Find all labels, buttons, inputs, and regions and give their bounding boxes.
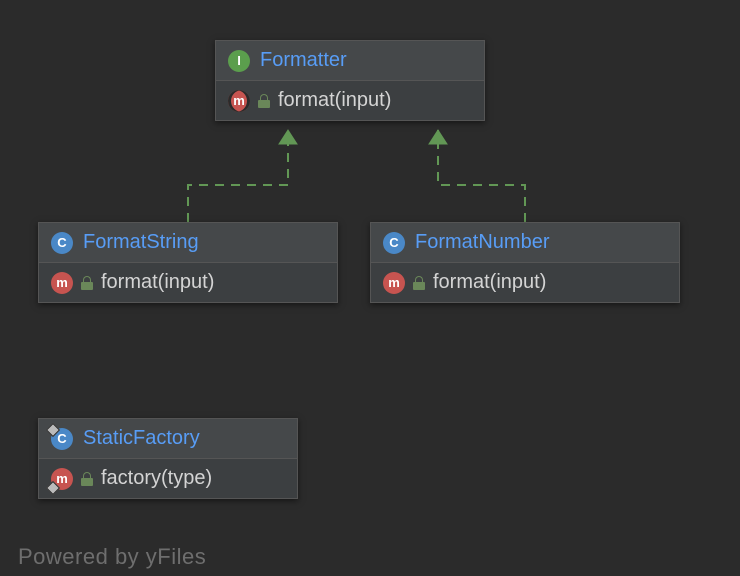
member-signature: format(input) (278, 89, 391, 112)
watermark: Powered by yFiles (18, 544, 206, 570)
member-signature: format(input) (101, 271, 214, 294)
class-icon: C (51, 232, 73, 254)
uml-node-formatstring[interactable]: C FormatString m format(input) (38, 222, 338, 303)
lock-icon (81, 276, 93, 290)
class-icon: C (51, 428, 73, 450)
uml-header: I Formatter (216, 41, 484, 81)
interface-icon: I (228, 50, 250, 72)
lock-icon (81, 472, 93, 486)
uml-header: C FormatString (39, 223, 337, 263)
uml-header: C FormatNumber (371, 223, 679, 263)
arrowhead-icon (279, 130, 297, 144)
uml-header: C StaticFactory (39, 419, 297, 459)
class-name: Formatter (260, 49, 347, 72)
uml-member-row: m format(input) (216, 81, 484, 120)
class-name: FormatString (83, 231, 199, 254)
class-name: FormatNumber (415, 231, 549, 254)
uml-member-row: m format(input) (371, 263, 679, 302)
method-icon: m (51, 272, 73, 294)
lock-icon (258, 94, 270, 108)
diagram-canvas: I Formatter m format(input) C FormatString m fo… (0, 0, 740, 576)
class-name: StaticFactory (83, 427, 200, 450)
method-icon: m (228, 90, 250, 112)
member-signature: format(input) (433, 271, 546, 294)
uml-member-row: m factory(type) (39, 459, 297, 498)
arrowhead-icon (429, 130, 447, 144)
lock-icon (413, 276, 425, 290)
uml-node-formatnumber[interactable]: C FormatNumber m format(input) (370, 222, 680, 303)
realization-edge (438, 130, 525, 222)
realization-edge (188, 130, 288, 222)
uml-member-row: m format(input) (39, 263, 337, 302)
uml-node-staticfactory[interactable]: C StaticFactory m factory(type) (38, 418, 298, 499)
member-signature: factory(type) (101, 467, 212, 490)
method-icon: m (383, 272, 405, 294)
class-icon: C (383, 232, 405, 254)
uml-node-formatter[interactable]: I Formatter m format(input) (215, 40, 485, 121)
method-icon: m (51, 468, 73, 490)
